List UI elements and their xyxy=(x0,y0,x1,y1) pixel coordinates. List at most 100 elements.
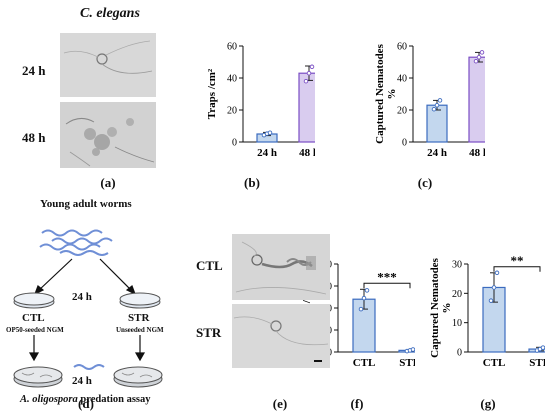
chart-g-container: Captured Nematodes% 0 10 20 30 CTL STR ** xyxy=(429,248,550,388)
chart-c-bar-0 xyxy=(426,104,448,143)
chart-g-ytick-label-1: 10 xyxy=(452,318,462,329)
chart-c-ylabel-line1: Captured Nematodes xyxy=(375,43,386,143)
chart-g-ytick-label-2: 20 xyxy=(452,289,462,300)
scale-bar xyxy=(314,360,322,362)
chart-b-ytick-label-1: 20 xyxy=(227,106,237,117)
chart-g: Captured Nematodes% 0 10 20 30 CTL STR ** xyxy=(429,253,550,369)
petri-dish-str xyxy=(119,292,161,309)
panel-e-label: (e) xyxy=(272,396,288,411)
worms-top xyxy=(39,229,113,256)
chart-g-sig-bracket xyxy=(493,266,541,272)
petri-dish-ctl-assay xyxy=(13,366,63,388)
panel-d-time-1: 24 h xyxy=(72,291,92,303)
chart-g-ytick-label-3: 30 xyxy=(452,260,462,271)
chart-c-category-label-0: 24 h xyxy=(427,147,447,159)
chart-c-ytick-label-3: 60 xyxy=(397,42,407,53)
chart-c-point-0-2 xyxy=(437,98,443,103)
chart-f-point-0-0 xyxy=(358,306,364,312)
panel-d-ctl-sub: OP50-seeded NGM xyxy=(6,326,64,334)
panel-a-label: (a) xyxy=(100,175,116,190)
chart-c-bar-1 xyxy=(468,56,490,143)
chart-b-ytick-label-3: 60 xyxy=(227,42,237,53)
panel-f-label: (f) xyxy=(350,396,364,411)
chart-g-point-1-2 xyxy=(540,345,546,350)
chart-f-category-label-1: STR xyxy=(399,357,415,369)
chart-c-category-label-1: 48 h xyxy=(469,147,485,159)
micrograph-e-ctl-image xyxy=(232,234,330,300)
chart-b-point-1-0 xyxy=(303,78,309,84)
chart-c-ytick-label-1: 20 xyxy=(397,106,407,117)
micrograph-a-24h-image xyxy=(60,33,156,97)
chart-f-point-0-1 xyxy=(361,295,367,301)
chart-c-point-1-0 xyxy=(473,58,479,64)
chart-c-ytick-label-0: 0 xyxy=(402,138,407,149)
chart-g-category-label-1: STR xyxy=(529,357,545,369)
chart-c-ytick-label-2: 40 xyxy=(397,74,407,85)
panel-e-row-ctl: CTL xyxy=(196,258,223,273)
chart-b-point-0-2 xyxy=(267,130,273,135)
chart-f-point-0-2 xyxy=(364,288,370,293)
chart-c-point-0-1 xyxy=(434,102,440,108)
panel-d-label: (d) xyxy=(78,396,94,411)
chart-f-sig-label: *** xyxy=(377,269,397,284)
chart-c-point-1-1 xyxy=(476,54,482,60)
chart-g-point-0-1 xyxy=(491,285,497,290)
panel-d-str-label: STR xyxy=(128,312,150,324)
chart-b-ylabel: Traps /cm² xyxy=(206,68,218,119)
panel-a-row-24h: 24 h xyxy=(22,63,46,78)
micrograph-e-str-image xyxy=(232,304,330,368)
arrows-down xyxy=(28,335,146,362)
panel-c-label: (c) xyxy=(417,175,433,190)
panel-d-diagram xyxy=(13,229,163,388)
micrograph-e-ctl xyxy=(232,234,330,300)
panel-e-row-str: STR xyxy=(196,325,222,340)
panel-a-row-48h: 48 h xyxy=(22,130,46,145)
chart-b-bar-1 xyxy=(298,72,320,143)
chart-g-ylabel: Captured Nematodes% xyxy=(430,257,453,357)
chart-f-sig-bracket xyxy=(363,282,411,289)
panel-a-title: C. elegans xyxy=(80,6,140,21)
chart-g-point-0-2 xyxy=(494,270,500,276)
panel-d-time-2: 24 h xyxy=(72,375,92,387)
micrograph-a-48h xyxy=(60,102,156,168)
panel-g-label: (g) xyxy=(480,396,496,411)
chart-f-point-1-2 xyxy=(410,347,416,352)
panel-b-label: (b) xyxy=(244,175,260,190)
chart-c-ylabel-line2: % xyxy=(386,89,398,100)
micrograph-e-str xyxy=(232,304,330,368)
panel-d-footer: A. oligospora predation assay xyxy=(20,394,151,405)
chart-g-sig-label: ** xyxy=(511,253,524,268)
chart-g-ytick-label-0: 0 xyxy=(457,348,462,359)
chart-c: Captured Nematodes% 0 20 40 60 24 h 48 h xyxy=(374,42,501,159)
worm-mid xyxy=(73,364,105,370)
arrows-top xyxy=(33,258,137,296)
chart-b: Traps /cm² 0 20 40 60 24 h 48 h xyxy=(206,42,331,159)
chart-f-category-label-0: CTL xyxy=(353,357,376,369)
chart-g-category-label-0: CTL xyxy=(483,357,506,369)
chart-b-ytick-label-2: 40 xyxy=(227,74,237,85)
chart-b-ytick-label-0: 0 xyxy=(232,138,237,149)
petri-dish-ctl xyxy=(13,292,55,309)
panel-d-footer-rest: predation assay xyxy=(77,394,151,405)
petri-dish-str-assay xyxy=(113,366,163,388)
chart-b-container: Traps /cm² 0 20 40 60 24 h 48 h xyxy=(205,30,331,175)
chart-c-point-0-0 xyxy=(431,106,437,112)
chart-g-ylabel-line2: % xyxy=(441,303,453,314)
chart-b-point-1-2 xyxy=(309,64,315,70)
panel-d-ctl-label: CTL xyxy=(22,312,45,324)
chart-g-point-0-0 xyxy=(488,298,494,303)
chart-b-category-label-0: 24 h xyxy=(257,147,277,159)
panel-d-str-sub: Unseeded NGM xyxy=(116,326,164,334)
panel-d-header: Young adult worms xyxy=(40,198,132,210)
chart-b-category-label-1: 48 h xyxy=(299,147,315,159)
panel-a: C. elegans 24 h 48 h (a) xyxy=(0,0,170,190)
micrograph-a-24h xyxy=(60,33,156,97)
panel-d: Young adult worms xyxy=(0,195,175,417)
chart-c-point-1-2 xyxy=(479,50,485,55)
chart-c-ylabel: Captured Nematodes% xyxy=(375,43,398,143)
panel-d-footer-species: A. oligospora xyxy=(20,394,78,405)
chart-c-container: Captured Nematodes% 0 20 40 60 24 h 48 h xyxy=(374,30,501,175)
chart-g-ylabel-line1: Captured Nematodes xyxy=(430,257,441,357)
chart-b-point-1-1 xyxy=(306,70,312,76)
micrograph-a-48h-image xyxy=(60,102,156,168)
